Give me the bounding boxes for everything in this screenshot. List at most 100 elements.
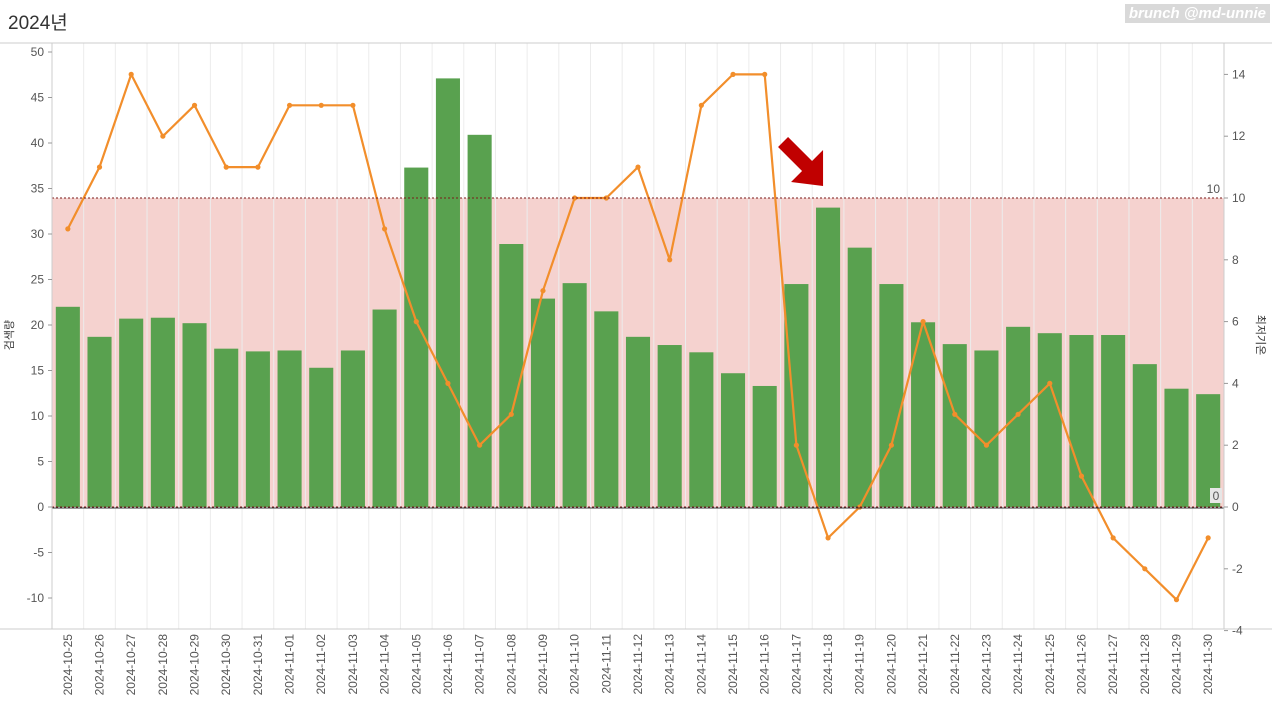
- x-tick-label: 2024-11-09: [536, 634, 550, 695]
- bar: [87, 336, 112, 507]
- left-tick-label: 50: [31, 45, 45, 59]
- x-tick-label: 2024-11-13: [663, 634, 677, 695]
- bar: [372, 309, 397, 507]
- x-tick-label: 2024-11-11: [599, 634, 613, 694]
- bar: [245, 351, 270, 507]
- left-tick-label: 10: [31, 409, 45, 423]
- line-point: [477, 442, 483, 448]
- bar: [182, 323, 207, 507]
- x-tick-label: 2024-11-19: [853, 634, 867, 695]
- reference-band-label-low: 0: [1213, 489, 1220, 503]
- annotation-arrow: [778, 137, 824, 186]
- bar: [340, 350, 365, 507]
- bar: [1132, 364, 1157, 507]
- right-tick-label: 0: [1232, 500, 1239, 514]
- bar: [689, 352, 714, 507]
- line-point: [1173, 597, 1180, 603]
- left-tick-label: 35: [31, 182, 45, 196]
- x-tick-label: 2024-11-07: [473, 634, 487, 695]
- x-tick-label: 2024-10-26: [93, 634, 107, 696]
- line-point: [635, 164, 641, 170]
- left-tick-label: 30: [31, 227, 45, 241]
- line-point: [730, 71, 736, 77]
- line-point: [381, 226, 388, 232]
- line-point: [160, 133, 166, 139]
- grid-layer: [51, 43, 1225, 629]
- x-tick-label: 2024-11-15: [726, 634, 740, 695]
- right-tick-label: 8: [1232, 253, 1239, 267]
- line-point: [540, 288, 546, 294]
- bar: [150, 317, 175, 507]
- bar: [530, 298, 556, 507]
- line-point: [1205, 535, 1211, 541]
- x-tick-label: 2024-11-24: [1011, 634, 1025, 695]
- left-tick-label: 5: [37, 455, 44, 469]
- axis-layer: [0, 42, 1272, 632]
- x-tick-label: 2024-11-25: [1043, 634, 1057, 695]
- bar: [499, 244, 524, 507]
- bar: [847, 247, 872, 507]
- x-tick-label: 2024-11-14: [694, 634, 708, 695]
- x-tick-label: 2024-11-30: [1201, 634, 1215, 695]
- x-tick-label: 2024-10-29: [188, 634, 202, 696]
- bar: [784, 284, 809, 507]
- right-tick-label: 14: [1232, 67, 1246, 81]
- left-tick-label: 0: [37, 500, 44, 514]
- right-tick-label: 10: [1232, 191, 1246, 205]
- line-point: [825, 535, 831, 541]
- bar: [55, 306, 80, 507]
- line-point: [952, 411, 958, 417]
- line-point: [286, 102, 293, 108]
- line-point: [445, 380, 451, 386]
- bar: [119, 318, 144, 507]
- line-point: [1142, 566, 1148, 572]
- right-tick-label: 4: [1232, 376, 1239, 390]
- y-left-axis-title: 검색량: [3, 320, 16, 350]
- x-tick-label: 2024-11-04: [378, 634, 392, 695]
- bar: [277, 350, 302, 507]
- x-tick-label: 2024-10-25: [61, 634, 75, 696]
- left-tick-label: 40: [31, 136, 45, 150]
- line-point: [762, 71, 768, 77]
- bar: [214, 348, 239, 507]
- left-tick-label: -5: [33, 546, 44, 560]
- y-right-axis-title: 최저기온: [1254, 315, 1267, 355]
- x-tick-label: 2024-11-12: [631, 634, 645, 695]
- reference-band-label-low-bg: [1210, 488, 1222, 503]
- line-point: [698, 102, 704, 108]
- x-tick-label: 2024-11-29: [1169, 634, 1183, 695]
- line-point: [191, 102, 198, 108]
- line-point: [65, 226, 71, 232]
- x-tick-label: 2024-11-20: [884, 634, 898, 695]
- x-tick-label: 2024-10-27: [124, 634, 138, 696]
- x-tick-label: 2024-11-05: [409, 634, 423, 695]
- left-tick-label: 45: [31, 91, 45, 105]
- left-tick-label: 25: [31, 273, 45, 287]
- x-tick-label: 2024-11-21: [916, 634, 930, 695]
- bar-layer: [55, 78, 1221, 508]
- bar: [752, 385, 777, 507]
- line-point: [983, 442, 990, 448]
- page-title: 2024년: [8, 13, 68, 34]
- line-point: [1110, 535, 1116, 541]
- right-tick-label: -4: [1232, 624, 1243, 638]
- x-tick-label: 2024-10-31: [251, 634, 265, 696]
- line-point: [1078, 473, 1085, 479]
- x-tick-label: 2024-11-01: [283, 634, 297, 695]
- label-layer: -10 -5 0 5 10 15 20 25 30 35 40 45 50 -4 -2 0 2 4 6 8 10 12 14…: [3, 45, 1267, 695]
- x-tick-label: 2024-11-17: [789, 634, 803, 695]
- right-tick-label: 2: [1232, 438, 1239, 452]
- x-tick-label: 2024-11-26: [1074, 634, 1088, 695]
- line-point: [1047, 380, 1053, 386]
- line-point: [667, 257, 673, 263]
- left-tick-label: -10: [27, 591, 45, 605]
- line-point: [413, 319, 419, 325]
- bar: [1037, 333, 1062, 507]
- right-tick-label: 12: [1232, 129, 1246, 143]
- right-tick-label: 6: [1232, 315, 1239, 329]
- bar: [467, 134, 492, 507]
- bar: [1069, 335, 1094, 507]
- line-point: [128, 71, 134, 77]
- x-tick-label: 2024-11-23: [979, 634, 993, 695]
